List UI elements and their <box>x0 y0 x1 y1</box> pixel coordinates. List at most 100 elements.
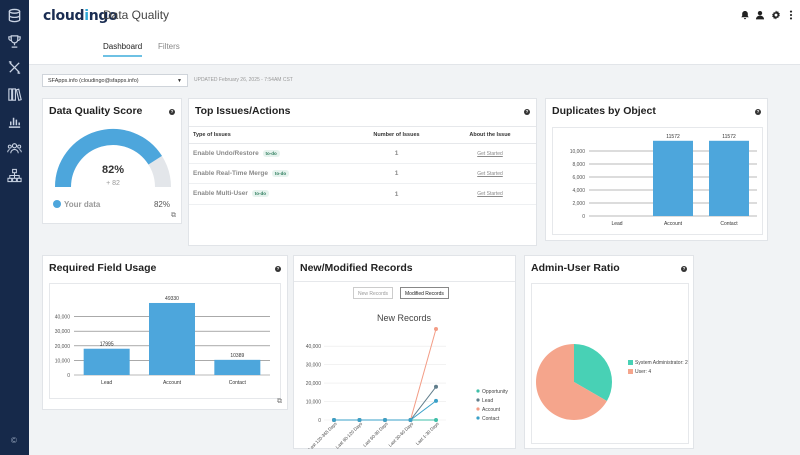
dq-score-delta: + 82 <box>106 180 120 187</box>
card-title: Data Quality Score <box>49 105 143 117</box>
new-records-toggle[interactable]: New Records <box>353 287 394 299</box>
series-line <box>334 386 437 421</box>
external-link-icon[interactable]: ⧉ <box>277 398 282 405</box>
chart-frame: 0 10,000 20,000 30,000 40,000 17995 Lead 49330 A… <box>49 283 281 399</box>
page-title: Data Quality <box>103 8 170 22</box>
data-point <box>434 327 438 332</box>
legend-label: System Administrator: 2 <box>635 360 688 366</box>
y-tick-label: 40,000 <box>55 315 71 321</box>
updated-timestamp: UPDATED February 26, 2025 - 7:54AM CST <box>194 77 293 83</box>
bar <box>83 348 130 375</box>
card-title: Top Issues/Actions <box>195 105 291 117</box>
y-tick-label: 4,000 <box>572 188 585 194</box>
column-header: Type of Issues <box>189 127 349 144</box>
card-title: New/Modified Records <box>300 262 413 274</box>
new-modified-card: New/Modified Records New Records 0 10,000 2… <box>293 255 516 451</box>
card-title: Required Field Usage <box>49 262 157 274</box>
help-icon[interactable]: ? <box>275 266 281 272</box>
legend-marker <box>476 416 480 420</box>
x-tick-label: Account <box>664 221 683 227</box>
legend-marker <box>476 398 480 402</box>
legend-marker <box>476 389 480 393</box>
help-icon[interactable]: ? <box>681 266 687 272</box>
bar <box>214 359 261 375</box>
chart-frame: 0 2,000 4,000 6,000 8,000 10,000 Lead 11572 Acco… <box>552 127 763 235</box>
x-tick-label: Contact <box>229 380 247 386</box>
chevron-down-icon: ▼ <box>177 78 182 84</box>
gauge-value-arc <box>55 129 162 188</box>
more-vertical-icon[interactable] <box>786 10 796 20</box>
modified-records-toggle[interactable]: Modified Records <box>400 287 449 299</box>
library-icon[interactable] <box>7 87 22 102</box>
users-icon[interactable] <box>7 141 22 156</box>
x-tick-label: Lead <box>611 221 622 227</box>
issue-name: Enable Undo/Restore <box>193 150 259 158</box>
admin-ratio-card: Admin-User Ratio ? System Administrator:… <box>524 255 694 449</box>
bar <box>149 302 195 375</box>
column-header: About the Issue <box>444 127 536 144</box>
required-fields-card: Required Field Usage ? 0 10,000 20,000 30,0… <box>42 255 288 410</box>
issue-count: 1 <box>349 163 444 185</box>
org-select-value: SFApps.info (cloudingo@sfapps.info) <box>48 78 139 84</box>
issue-count: 1 <box>349 143 444 165</box>
topbar: cloudingo Data Quality <box>29 0 800 30</box>
data-point <box>383 418 387 422</box>
x-tick-label: Last 90-120 Days <box>335 421 364 449</box>
issues-table: Type of Issues Number of Issues About th… <box>189 127 536 205</box>
bar-value-label: 11572 <box>666 134 680 140</box>
x-tick-label: Last 60-90 Days <box>362 421 389 448</box>
y-tick-label: 40,000 <box>306 344 322 350</box>
dq-score-card: Data Quality Score ? 82% + 82 Your data … <box>42 98 182 224</box>
x-tick-label: Lead <box>101 380 112 386</box>
card-title: Admin-User Ratio <box>531 262 620 274</box>
tab-filters[interactable]: Filters <box>158 42 180 51</box>
tools-icon[interactable] <box>7 60 22 75</box>
issue-name: Enable Real-Time Merge <box>193 170 269 178</box>
y-tick-label: 6,000 <box>572 175 585 181</box>
y-tick-label: 30,000 <box>306 363 322 369</box>
bell-icon[interactable] <box>740 10 750 20</box>
get-started-link[interactable]: Get Started <box>444 143 536 165</box>
user-icon[interactable] <box>755 10 765 20</box>
legend-value: 82% <box>153 200 170 209</box>
y-tick-label: 2,000 <box>572 201 585 207</box>
sitemap-icon[interactable] <box>7 168 22 183</box>
y-tick-label: 10,000 <box>306 400 322 406</box>
bar-chart-icon[interactable] <box>7 114 22 129</box>
chart-area: New Records 0 10,000 20,000 30,000 40,000 Last… <box>294 281 515 451</box>
legend-marker <box>476 407 480 411</box>
dq-score-value: 82% <box>102 164 124 176</box>
tab-dashboard[interactable]: Dashboard <box>103 42 143 57</box>
series-line <box>334 400 437 421</box>
legend-marker <box>628 369 633 374</box>
x-tick-label: Last 1-30 Days <box>415 421 440 446</box>
get-started-link[interactable]: Get Started <box>444 183 536 205</box>
help-icon[interactable]: ? <box>169 109 175 115</box>
x-tick-label: Contact <box>720 221 738 227</box>
status-badge: to-do <box>262 150 280 157</box>
required-fields-chart: 0 10,000 20,000 30,000 40,000 17995 Lead 49330 A… <box>55 296 270 386</box>
legend-label: User: 4 <box>635 369 651 375</box>
y-tick-label: 20,000 <box>306 381 322 387</box>
card-title: Duplicates by Object <box>552 105 656 117</box>
help-icon[interactable]: ? <box>755 109 761 115</box>
trophy-icon[interactable] <box>7 34 22 49</box>
org-select[interactable]: SFApps.info (cloudingo@sfapps.info) ▼ <box>42 74 188 87</box>
logo[interactable]: cloudingo <box>43 8 118 24</box>
data-point <box>332 418 336 422</box>
issue-count: 1 <box>349 183 444 205</box>
bar-value-label: 17995 <box>100 342 114 348</box>
dq-gauge: 82% + 82 <box>55 129 171 188</box>
get-started-link[interactable]: Get Started <box>444 163 536 185</box>
gear-icon[interactable] <box>771 10 781 20</box>
chart-frame: System Administrator: 2 User: 4 <box>531 283 689 444</box>
external-link-icon[interactable]: ⧉ <box>171 212 176 219</box>
legend-label: Opportunity <box>482 389 508 395</box>
help-icon[interactable]: ? <box>524 109 530 115</box>
chart-title: New Records <box>377 313 432 323</box>
bar-value-label: 10389 <box>230 353 244 359</box>
legend-label: Lead <box>482 398 493 404</box>
bar-value-label: 49330 <box>165 296 179 302</box>
database-icon[interactable] <box>7 8 22 23</box>
duplicates-chart: 0 2,000 4,000 6,000 8,000 10,000 Lead 11572 Acco… <box>570 134 757 227</box>
